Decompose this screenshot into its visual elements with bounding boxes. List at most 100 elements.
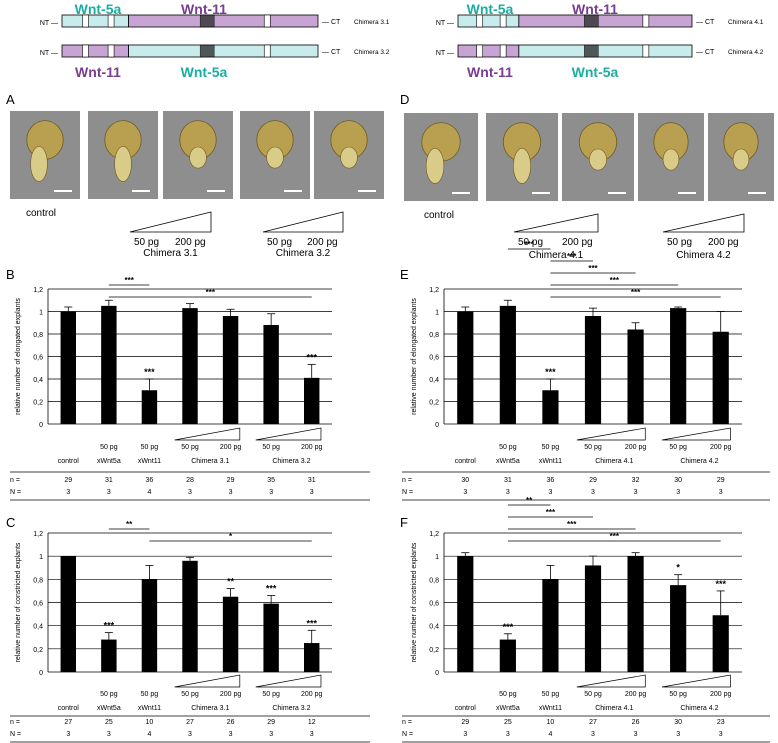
dose-wedge [262, 211, 344, 233]
motif-box [82, 44, 89, 58]
bar [101, 639, 117, 672]
n-value: 10 [547, 719, 555, 726]
n-value: 26 [632, 719, 640, 726]
y-tick-label: 0,4 [33, 624, 43, 631]
bar [263, 603, 279, 672]
significance-label: *** [144, 367, 155, 377]
bar [542, 390, 559, 424]
dose-label: 50 pg [262, 444, 280, 451]
group-label: Chimera 3.1 [191, 458, 229, 465]
domain-segment [128, 44, 319, 58]
nt-label: NT — [40, 50, 58, 57]
motif-box [82, 14, 89, 28]
dose-wedge [576, 674, 646, 688]
y-tick-label: 1 [39, 310, 43, 317]
significance-label: *** [306, 352, 317, 362]
bar [304, 377, 320, 424]
significance-label: *** [503, 622, 514, 632]
significance-label: *** [306, 618, 317, 628]
bar [712, 331, 729, 424]
N-value: 3 [310, 489, 314, 496]
chimera-group-label: Chimera 3.1 [143, 248, 198, 259]
y-tick-label: 0,4 [33, 377, 43, 384]
dose-label: 50 pg [181, 691, 199, 698]
bar [101, 305, 117, 424]
dose-label: 200 pg [710, 691, 732, 698]
ct-label: — CT [696, 19, 715, 26]
bar [141, 390, 158, 424]
motif-box [499, 44, 507, 58]
n-value: 35 [267, 477, 275, 484]
control-label: control [26, 208, 56, 219]
dose-label: 200 pg [220, 691, 242, 698]
chart-panel-f: F 0 0,2 0,4 0,6 0,8 1 1,2 relative number of con… [400, 496, 770, 743]
n-value: 29 [589, 477, 597, 484]
n-value: 29 [227, 477, 235, 484]
n-value: 29 [267, 719, 275, 726]
chimera-name: Chimera 4.1 [728, 19, 764, 26]
y-tick-label: 0,6 [429, 601, 439, 608]
bracket-label: *** [567, 252, 577, 261]
N-value: 3 [107, 489, 111, 496]
bracket-label: *** [567, 520, 577, 529]
motif-box [499, 14, 507, 28]
dose-label: 50 pg [542, 444, 560, 451]
dose-wedge [661, 427, 731, 441]
y-tick-label: 1 [39, 554, 43, 561]
n-row-label: n = [402, 477, 412, 484]
group-label: xWnt5a [496, 705, 520, 712]
explant-photo [638, 113, 704, 201]
N-value: 3 [463, 489, 467, 496]
bracket-label: ** [126, 520, 133, 529]
construct-c41: NT — — CT Chimera 4.1 [436, 14, 764, 28]
group-label: xWnt11 [138, 705, 161, 712]
y-tick-label: 0,8 [429, 577, 439, 584]
motif-box [476, 14, 484, 28]
significance-label: *** [104, 621, 115, 631]
panel-letter: E [400, 267, 409, 282]
significance-label: *** [266, 584, 277, 594]
y-tick-label: 0,4 [429, 377, 439, 384]
group-label: control [455, 458, 476, 465]
dose-low-label: 50 pg [134, 237, 159, 248]
motif-box [263, 14, 271, 28]
n-value: 36 [547, 477, 555, 484]
panel-letter: C [6, 515, 15, 530]
nt-label: NT — [436, 50, 454, 57]
N-value: 3 [719, 731, 723, 738]
n-value: 31 [504, 477, 512, 484]
y-tick-label: 0 [39, 422, 43, 429]
N-value: 3 [269, 489, 273, 496]
y-tick-label: 1,2 [429, 531, 439, 538]
bar [60, 311, 76, 424]
dose-wedge [174, 674, 241, 688]
explant-photo [88, 111, 158, 199]
dose-low-label: 50 pg [667, 237, 692, 248]
explant-tail [662, 148, 680, 171]
n-value: 26 [227, 719, 235, 726]
construct-diagrams: NT — — CT Chimera 3.1 NT — — CT Chimera 3.2 Wn… [40, 1, 764, 80]
wnt5a-label: Wnt-5a [181, 64, 228, 80]
motif-box [199, 44, 215, 58]
N-value: 4 [147, 731, 151, 738]
bar [670, 585, 687, 672]
wnt5a-label: Wnt-5a [572, 64, 619, 80]
bracket-label: *** [588, 264, 598, 273]
bar [60, 556, 76, 672]
N-value: 3 [188, 489, 192, 496]
dose-high-label: 200 pg [708, 237, 739, 248]
y-tick-label: 1,2 [429, 287, 439, 294]
y-tick-label: 0 [435, 670, 439, 677]
group-label: Chimera 4.2 [680, 705, 718, 712]
N-row-label: N = [10, 731, 21, 738]
bar [499, 639, 516, 672]
bar [670, 308, 687, 424]
n-value: 25 [504, 719, 512, 726]
bar [457, 556, 474, 672]
N-value: 3 [269, 731, 273, 738]
N-value: 3 [719, 489, 723, 496]
y-axis-label: relative number of constricted explants [15, 542, 22, 662]
bar [222, 316, 239, 424]
